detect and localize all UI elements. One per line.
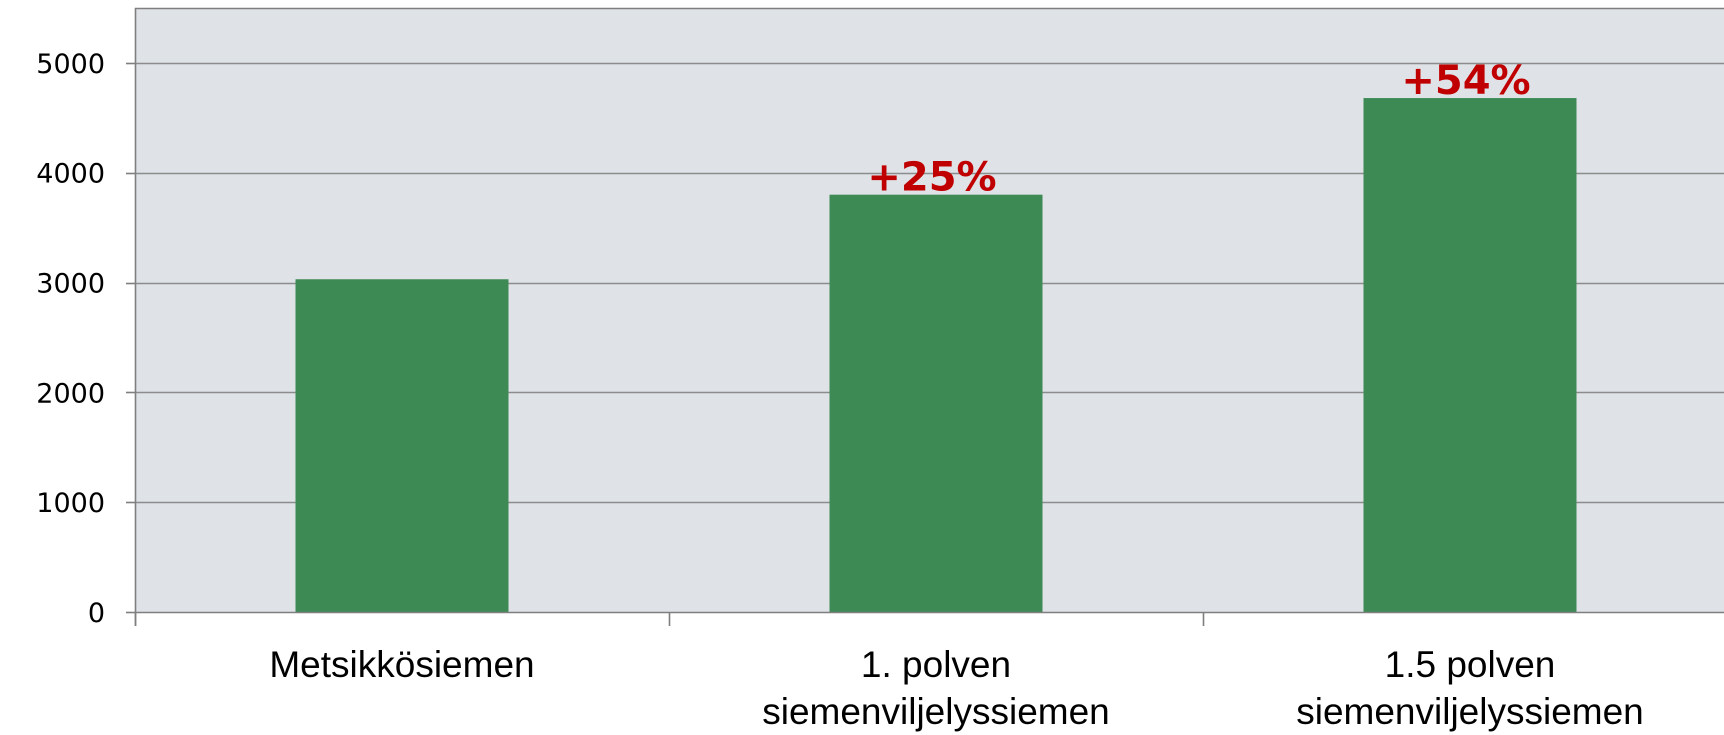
y-axis-tick-labels: 0 1000 2000 3000 4000 5000 bbox=[36, 49, 105, 629]
x-category-label-0: Metsikkösiemen bbox=[269, 644, 534, 685]
x-category-label-1-line-1: siemenviljelyssiemen bbox=[762, 691, 1110, 732]
x-axis-category-labels: Metsikkösiemen 1. polven siemenviljelyssie… bbox=[269, 644, 1643, 732]
bar-2 bbox=[1363, 98, 1577, 613]
data-label-2: +54% bbox=[1401, 58, 1530, 104]
x-category-label-2-line-0: 1.5 polven bbox=[1385, 644, 1556, 685]
y-tick-label-3: 3000 bbox=[36, 269, 105, 300]
axes bbox=[126, 7, 1724, 626]
bar-1 bbox=[829, 194, 1043, 612]
y-tick-label-2: 2000 bbox=[36, 378, 105, 409]
y-tick-label-4: 4000 bbox=[36, 159, 105, 190]
data-labels: +25% +54% bbox=[867, 58, 1530, 201]
y-tick-label-1: 1000 bbox=[36, 488, 105, 519]
x-category-label-2: 1.5 polven siemenviljelyssiemen bbox=[1296, 644, 1644, 732]
data-label-1: +25% bbox=[867, 155, 996, 201]
y-tick-label-5: 5000 bbox=[36, 49, 105, 80]
y-tick-label-0: 0 bbox=[88, 598, 105, 629]
x-category-label-0-line-0: Metsikkösiemen bbox=[269, 644, 534, 685]
bars bbox=[295, 98, 1577, 613]
x-category-label-1: 1. polven siemenviljelyssiemen bbox=[762, 644, 1110, 732]
x-category-label-2-line-1: siemenviljelyssiemen bbox=[1296, 691, 1644, 732]
x-category-label-1-line-0: 1. polven bbox=[861, 644, 1011, 685]
bar-0 bbox=[295, 279, 509, 612]
